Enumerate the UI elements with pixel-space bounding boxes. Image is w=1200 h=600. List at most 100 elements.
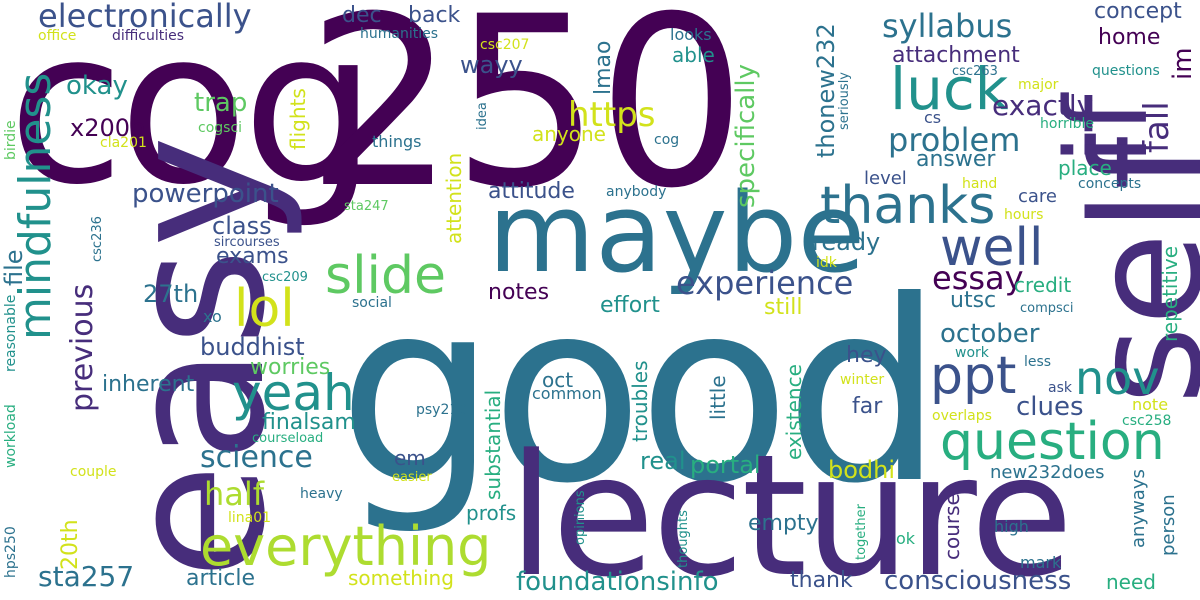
word-troubles: troubles — [628, 360, 652, 442]
word-something: something — [348, 566, 454, 590]
word-things: things — [372, 132, 422, 151]
word-concept: concept — [1094, 0, 1182, 24]
word-profs: profs — [466, 501, 517, 525]
word-credit: credit — [1014, 273, 1072, 297]
word-opinions: opinions — [573, 490, 588, 545]
word-idea: idea — [475, 102, 490, 130]
word-lina01: lina01 — [228, 510, 272, 526]
word-exams: exams — [216, 244, 289, 269]
word-hand: hand — [962, 176, 998, 192]
word-x200b: x200b — [70, 114, 146, 142]
word-questions: questions — [1092, 63, 1160, 79]
word-overlaps: overlaps — [932, 408, 992, 424]
word-person: person — [1158, 494, 1179, 556]
word-csc263: csc263 — [952, 64, 998, 79]
word-thanks: thanks — [820, 176, 996, 236]
word-reasonable: reasonable — [3, 294, 19, 372]
word-high: high — [994, 517, 1029, 536]
word-lmao: lmao — [591, 40, 616, 95]
word-hps250: hps250 — [3, 526, 19, 578]
word-sta247: sta247 — [344, 199, 389, 214]
word-mark: mark — [1020, 553, 1062, 572]
word-file: file — [0, 249, 28, 286]
word-electronically: electronically — [38, 0, 252, 35]
word-cog: cog — [8, 0, 377, 231]
word-inherent: inherent — [102, 372, 195, 397]
word-humanities: humanities — [360, 26, 439, 42]
word-csc207: csc207 — [480, 37, 530, 53]
word-far: far — [852, 394, 883, 419]
word-existence: existence — [782, 364, 806, 460]
word-hey: hey — [846, 343, 887, 368]
word-science: science — [200, 440, 313, 475]
word-mindfulness: mindfulness — [10, 72, 61, 340]
word-lol: lol — [234, 279, 295, 339]
word-october: october — [940, 319, 1040, 349]
word-everything: everything — [200, 515, 492, 578]
word-em: em — [394, 446, 426, 470]
word-attention: attention — [442, 152, 466, 244]
word-xo: xo — [203, 307, 222, 326]
word-able: able — [672, 43, 715, 67]
word-anyone: anyone — [532, 122, 606, 146]
word-lecture: lecture — [508, 418, 1073, 600]
word-problem: problem — [888, 121, 1021, 159]
word-common: common — [532, 384, 602, 403]
word-note: note — [1132, 395, 1169, 414]
word-cogsci: cogsci — [198, 120, 243, 136]
word-trap: trap — [194, 88, 248, 118]
word-good: good — [338, 247, 943, 538]
word-attitude: attitude — [488, 179, 575, 204]
word-csc209: csc209 — [262, 270, 308, 285]
word-luck: luck — [890, 55, 1009, 123]
word-cs: cs — [924, 108, 942, 127]
word-ok: ok — [896, 529, 916, 548]
word-repetitive: repetitive — [1158, 245, 1182, 342]
word-bodhi: bodhi — [828, 456, 896, 484]
word-foundationsinfo: foundationsinfo — [516, 567, 719, 597]
word-back: back — [408, 3, 461, 28]
word-csc258: csc258 — [1122, 413, 1172, 429]
word-courseload: courseload — [252, 431, 324, 446]
word-oct: oct — [542, 368, 574, 392]
word-okay: okay — [66, 71, 128, 101]
word-psy210: psy210 — [416, 402, 468, 418]
word-need: need — [1106, 570, 1156, 594]
word-level: level — [864, 168, 907, 189]
word-heavy: heavy — [300, 486, 343, 502]
word-wayy: wayy — [460, 51, 523, 79]
word-half: half — [204, 475, 265, 513]
word-essay: essay — [932, 259, 1024, 297]
word-sircourses: sircourses — [214, 235, 280, 250]
word-specifically: specifically — [731, 63, 761, 208]
word-office: office — [38, 28, 77, 44]
word-ready: ready — [812, 228, 881, 256]
word-worries: worries — [250, 355, 331, 380]
word-syllabus: syllabus — [882, 7, 1013, 45]
word-well: well — [940, 218, 1044, 278]
word-looks: looks — [670, 25, 712, 44]
word-couple: couple — [70, 464, 117, 480]
word-yeah: yeah — [232, 364, 355, 422]
word-experience: experience — [676, 264, 854, 302]
word-class: class — [212, 212, 272, 240]
word-answer: answer — [916, 147, 996, 172]
word-new232does: new232does — [990, 462, 1105, 483]
word-sta257: sta257 — [38, 560, 135, 593]
word-difficulties: difficulties — [112, 28, 185, 44]
word-portal: portal — [690, 451, 761, 479]
word-thonew232: thonew232 — [812, 23, 840, 158]
word-place: place — [1058, 156, 1112, 180]
word-hours: hours — [1004, 207, 1044, 223]
word-still: still — [764, 295, 803, 320]
word-question: question — [940, 412, 1165, 472]
word-flights: flights — [286, 88, 310, 150]
word-cog-small: cog — [654, 132, 680, 148]
word-exactly: exactly — [992, 89, 1094, 122]
word-20th: 20th — [58, 519, 83, 570]
word-maybe: maybe — [488, 169, 866, 297]
word-empty: empty — [748, 511, 819, 536]
word-effort: effort — [600, 293, 660, 318]
word-concepts: concepts — [1078, 176, 1142, 192]
